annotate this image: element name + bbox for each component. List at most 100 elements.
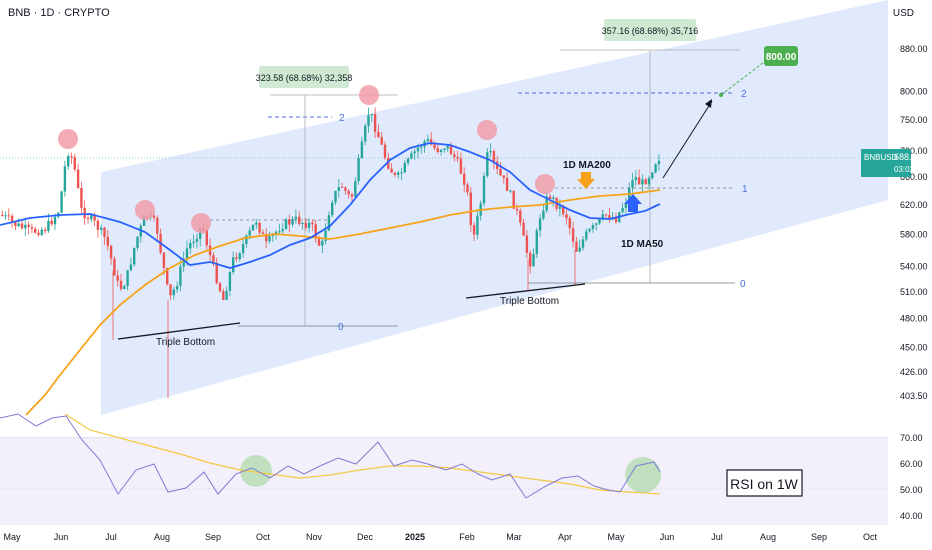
candle-body [565, 214, 568, 219]
candle-body [189, 243, 192, 249]
candle-body [340, 187, 344, 189]
candle-body [522, 222, 525, 236]
time-tick-label: Jul [105, 532, 117, 542]
candle-body [129, 264, 133, 271]
candle-body [179, 266, 182, 286]
target-start-dot [719, 93, 723, 97]
candle-body [634, 177, 637, 181]
candle-body [67, 156, 70, 167]
candle-body [291, 218, 294, 225]
candle-body [403, 162, 406, 173]
candle-body [562, 206, 565, 215]
candle-body [255, 222, 258, 225]
candle-body [261, 232, 265, 234]
time-tick-label: May [3, 532, 21, 542]
candle-body [591, 224, 595, 230]
candle-body [284, 219, 288, 229]
candle-body [472, 225, 476, 235]
rsi-axis[interactable]: 70.00 60.00 50.00 40.00 [900, 433, 923, 521]
fib-left-range-label: 323.58 (68.68%) 32,358 [256, 73, 353, 83]
candle-body [466, 184, 469, 193]
candle-body [529, 252, 532, 267]
candle-body [116, 275, 119, 281]
rsi-highlight [240, 455, 272, 487]
rsi-tick-label: 40.00 [900, 511, 923, 521]
candle-body [463, 173, 466, 185]
time-tick-label: Apr [558, 532, 572, 542]
rsi-line [0, 413, 661, 499]
candle-body [113, 258, 116, 276]
candle-body [548, 196, 552, 199]
candle-body [30, 226, 34, 229]
pivot-markers [58, 85, 555, 233]
candle-body [1, 215, 4, 216]
candle-body [73, 157, 76, 170]
last-price-symbol: BNBUSD [864, 153, 898, 162]
price-axis[interactable]: 880.00 800.00 750.00 700.00 660.00 620.00 580.… [900, 44, 928, 401]
candle-body [436, 148, 439, 153]
pivot-marker [359, 85, 379, 105]
pivot-marker [477, 120, 497, 140]
candle-body [152, 215, 156, 218]
candle-body [215, 262, 218, 284]
price-tick-label: 800.00 [900, 86, 928, 96]
candle-body [387, 157, 390, 169]
candle-body [80, 187, 83, 208]
candle-body [271, 234, 274, 236]
candle-body [515, 208, 519, 211]
candle-body [380, 137, 383, 145]
time-tick-label: Jun [54, 532, 69, 542]
pivot-marker [58, 129, 78, 149]
candle-body [505, 177, 509, 191]
candle-body [109, 245, 113, 259]
time-tick-label: Dec [357, 532, 374, 542]
fib-left-range-box [259, 66, 349, 88]
candle-body [331, 202, 334, 216]
candle-body [482, 175, 486, 204]
candle-body [433, 144, 436, 149]
candle-body [106, 236, 109, 246]
candle-body [126, 270, 129, 287]
candle-body [377, 131, 380, 138]
candle-body [449, 145, 453, 155]
candle-body [14, 221, 17, 227]
price-tick-label: 700.00 [900, 146, 928, 156]
candle-body [304, 222, 307, 228]
candle-body [245, 235, 248, 244]
candle-body [169, 284, 172, 296]
candle-body [654, 164, 657, 173]
candle-body [324, 230, 327, 241]
fib-left-level-0-label: 0 [338, 322, 344, 333]
candle-body [595, 223, 598, 225]
projection-arrow [662, 100, 713, 179]
time-tick-label: Jun [660, 532, 675, 542]
candle-body [205, 230, 208, 246]
candle-body [327, 215, 331, 231]
candle-body [100, 227, 103, 230]
time-tick-label: Sep [205, 532, 221, 542]
candle-body [301, 222, 304, 224]
candle-body [469, 192, 472, 226]
candle-body [238, 253, 241, 259]
candle-body [195, 238, 199, 242]
pivot-marker [535, 174, 555, 194]
candle-body [430, 139, 433, 145]
price-tick-label: 540.00 [900, 261, 928, 271]
candle-body [400, 172, 403, 174]
candle-body [370, 114, 373, 116]
candle-body [453, 154, 456, 158]
candle-body [175, 285, 179, 290]
ascending-channel [101, 0, 888, 415]
candle-body [413, 151, 416, 154]
candle-body [651, 172, 654, 179]
time-axis[interactable]: May Jun Jul Aug Sep Oct Nov Dec 2025 Feb Mar Apr May… [3, 532, 877, 542]
triple-bottom-label-1: Triple Bottom [156, 337, 215, 348]
candle-body [519, 210, 522, 223]
time-tick-label: Mar [506, 532, 522, 542]
candle-body [588, 229, 591, 232]
price-tick-label: 450.00 [900, 342, 928, 352]
candle-body [192, 241, 195, 244]
candle-body [10, 215, 14, 222]
candle-body [393, 172, 397, 175]
pane-divider [0, 437, 888, 438]
